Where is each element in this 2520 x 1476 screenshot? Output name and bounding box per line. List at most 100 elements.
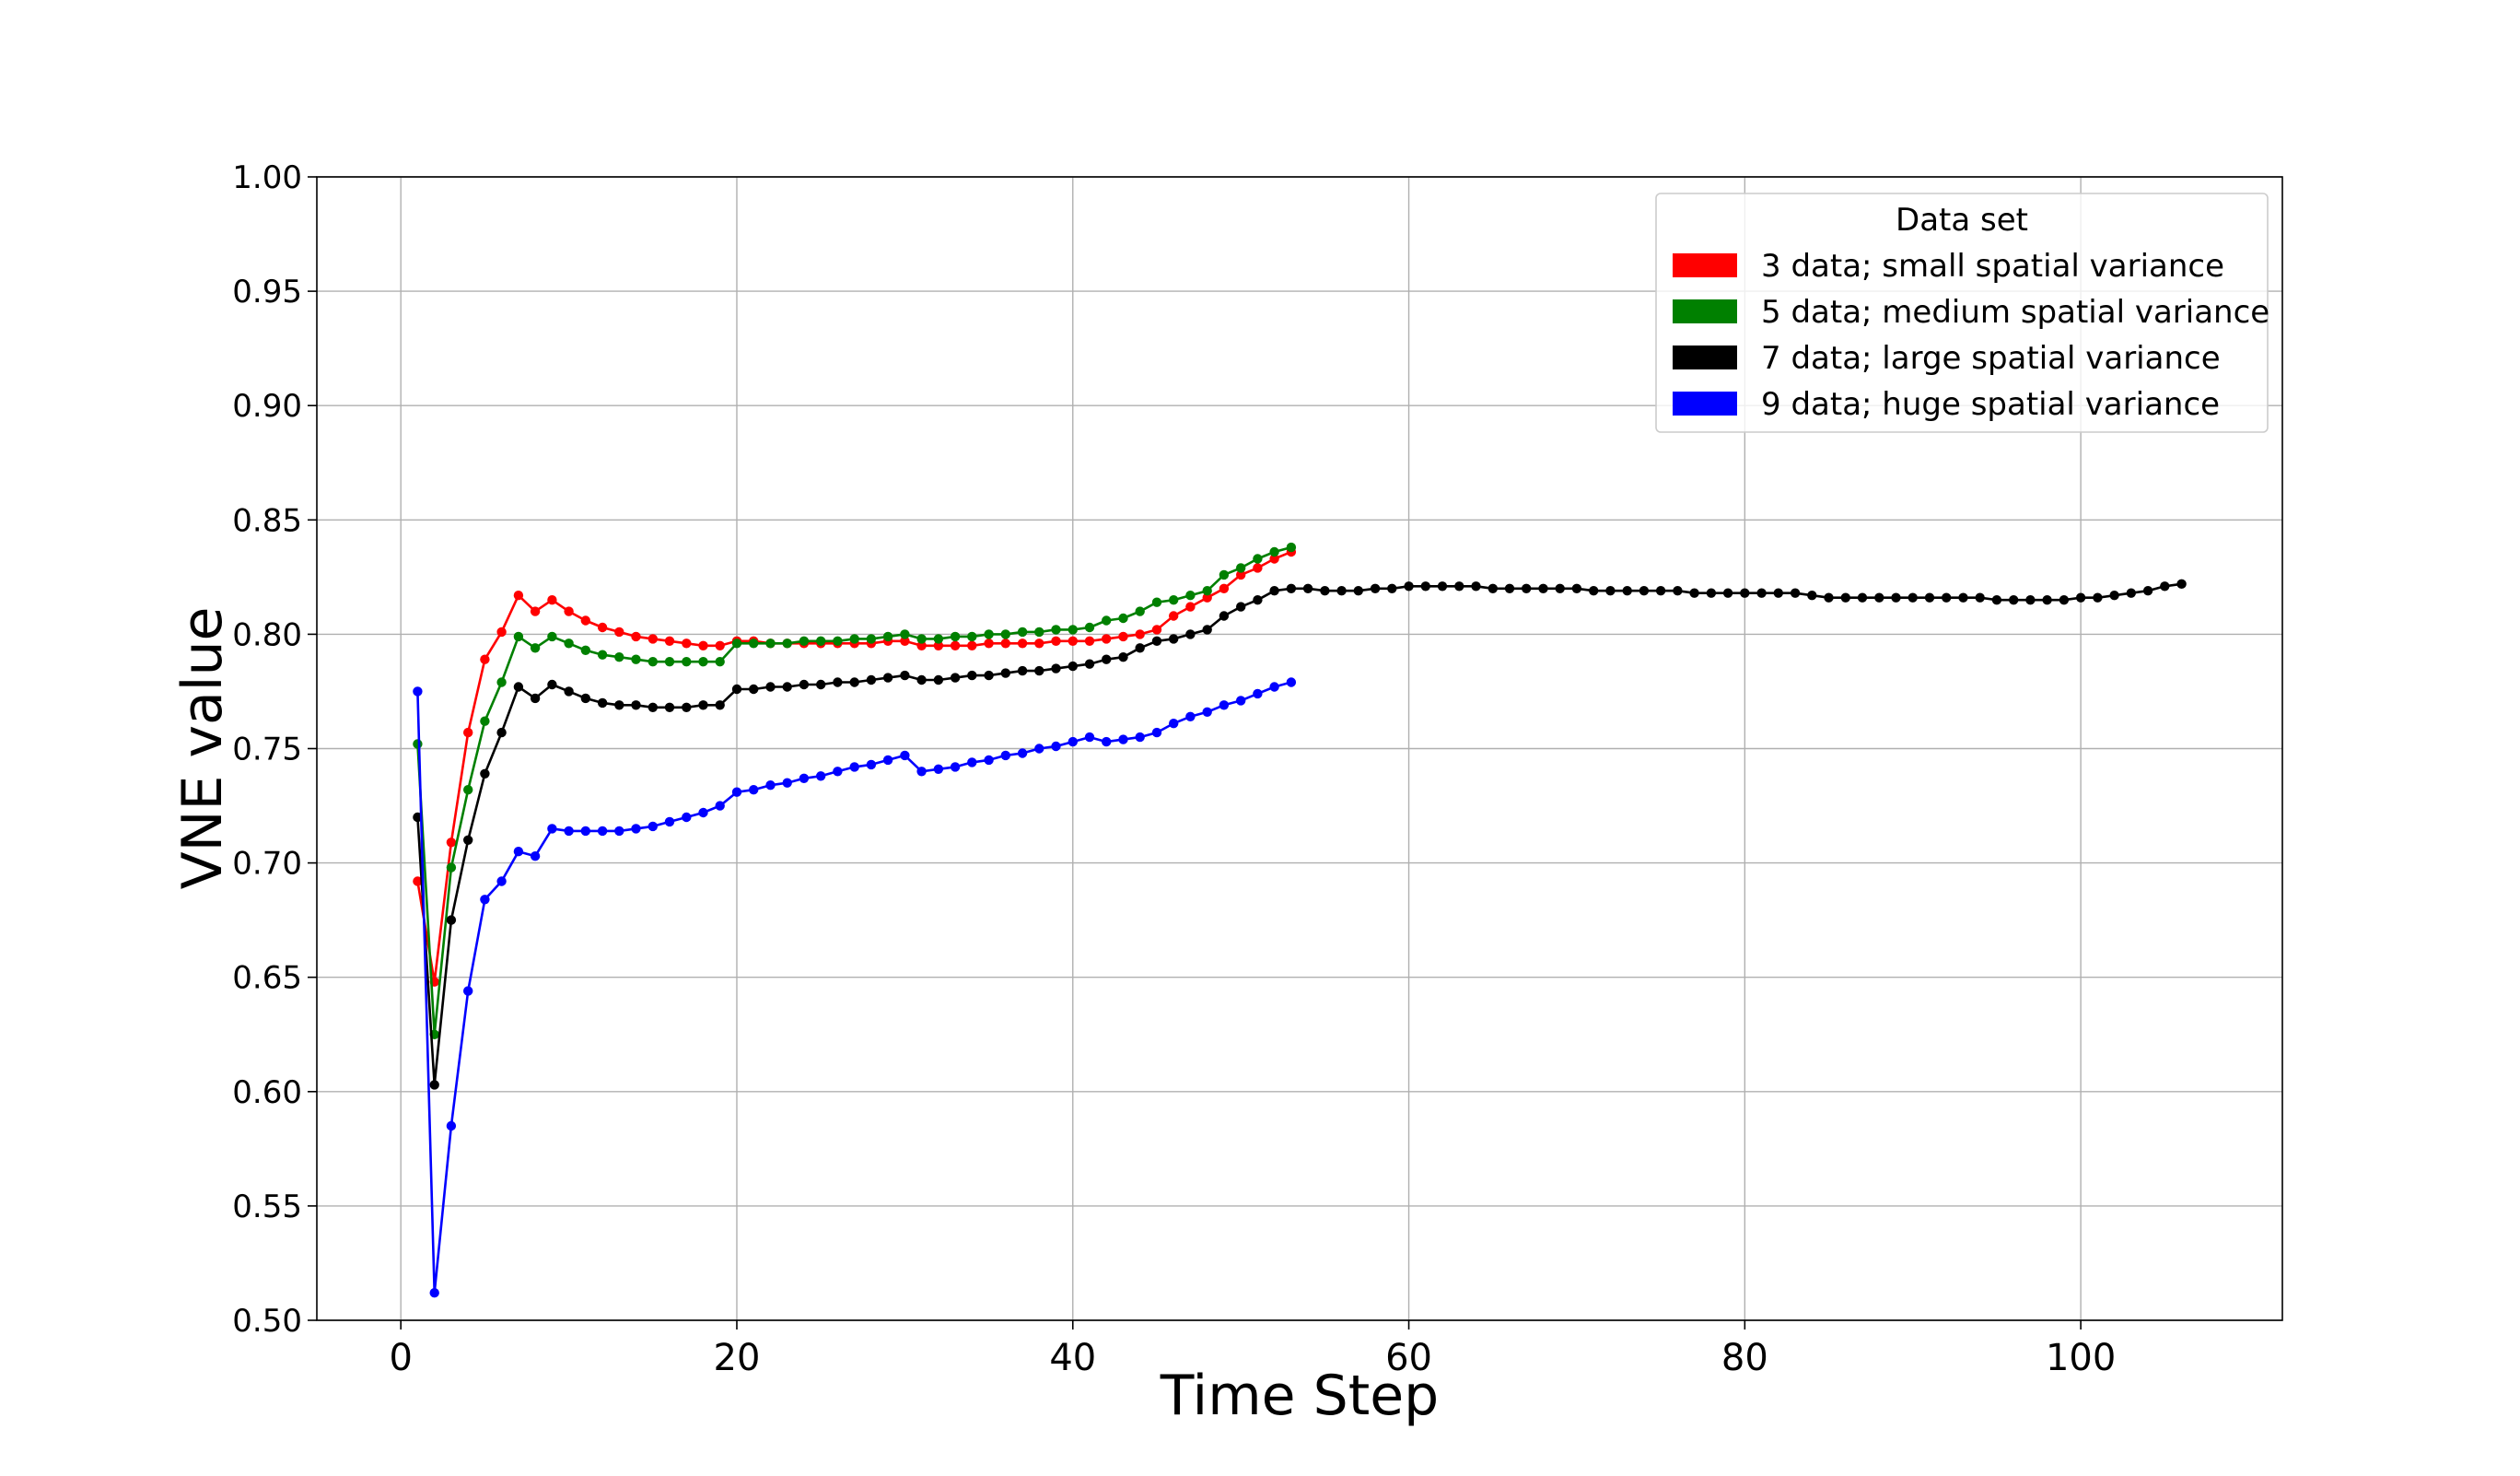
data-point: [1034, 744, 1044, 754]
data-point: [463, 727, 473, 738]
x-tick-label: 80: [1721, 1337, 1768, 1379]
data-point: [833, 636, 843, 646]
data-point: [446, 915, 457, 925]
data-point: [530, 693, 541, 704]
data-point: [1034, 638, 1044, 649]
x-tick-label: 20: [714, 1337, 761, 1379]
legend-label: 3 data; small spatial variance: [1761, 248, 2224, 285]
data-point: [446, 1120, 457, 1131]
data-point: [496, 627, 507, 638]
legend-label: 5 data; medium spatial variance: [1761, 294, 2269, 331]
data-point: [1622, 586, 1632, 596]
data-point: [967, 640, 977, 650]
y-tick-label: 0.55: [232, 1189, 302, 1225]
data-point: [1286, 677, 1297, 687]
x-axis-title: Time Step: [1160, 1364, 1440, 1428]
data-point: [1437, 581, 1448, 592]
data-point: [1151, 727, 1162, 738]
data-point: [866, 759, 877, 770]
data-point: [496, 677, 507, 687]
data-point: [1722, 588, 1733, 598]
legend-entry: 7 data; large spatial variance: [1673, 340, 2221, 377]
data-point: [715, 700, 725, 710]
data-point: [900, 750, 910, 761]
data-point: [1504, 583, 1515, 593]
data-point: [1068, 661, 1079, 672]
x-tick-label: 100: [2046, 1337, 2116, 1379]
legend-box: [1655, 193, 2269, 433]
data-point: [1756, 588, 1767, 598]
data-point: [765, 780, 776, 791]
data-point: [1706, 588, 1717, 598]
data-point: [580, 645, 590, 655]
y-tick-label: 0.65: [232, 960, 302, 997]
data-point: [1102, 634, 1112, 644]
series-2: [413, 542, 1297, 1040]
data-point: [1471, 581, 1481, 592]
data-point: [1891, 592, 1901, 603]
data-point: [782, 682, 792, 692]
data-point: [984, 638, 994, 649]
data-point: [1118, 631, 1128, 642]
data-point: [1169, 719, 1179, 729]
data-point: [933, 764, 944, 774]
data-point: [1219, 611, 1230, 621]
data-point: [496, 727, 507, 738]
legend-entry: 9 data; huge spatial variance: [1673, 386, 2220, 423]
data-point: [984, 755, 994, 766]
legend-swatch: [1673, 346, 1737, 369]
legend-entry: 5 data; medium spatial variance: [1673, 294, 2269, 331]
data-point: [1084, 636, 1095, 646]
data-point: [882, 673, 893, 683]
y-tick-label: 0.85: [232, 502, 302, 539]
data-point: [1336, 586, 1347, 596]
data-point: [2009, 595, 2019, 605]
data-point: [648, 634, 658, 644]
legend: Data set 3 data; small spatial variance 5…: [1655, 193, 2269, 433]
data-point: [480, 654, 490, 664]
data-point: [1202, 592, 1212, 603]
data-point: [866, 634, 877, 644]
series-3: [413, 579, 2187, 1090]
data-point: [833, 677, 843, 687]
data-point: [664, 816, 675, 827]
data-point: [715, 640, 725, 650]
data-point: [749, 638, 759, 649]
y-tick-label: 0.50: [232, 1303, 302, 1340]
legend-swatch: [1673, 299, 1737, 323]
data-point: [1975, 592, 1985, 603]
data-point: [614, 627, 624, 638]
data-point: [1202, 625, 1212, 635]
y-tick-label: 0.60: [232, 1074, 302, 1111]
data-point: [782, 638, 792, 649]
data-point: [698, 657, 708, 667]
data-point: [682, 657, 692, 667]
data-point: [2025, 595, 2036, 605]
data-point: [1169, 595, 1179, 605]
data-point: [1236, 569, 1246, 580]
data-point: [1269, 682, 1279, 692]
data-point: [1017, 748, 1028, 758]
data-point: [1454, 581, 1464, 592]
data-point: [1051, 636, 1061, 646]
data-point: [1522, 583, 1532, 593]
legend-entries: 3 data; small spatial variance 5 data; me…: [1673, 248, 2269, 423]
data-point: [1102, 736, 1112, 747]
data-point: [933, 634, 944, 644]
data-point: [1269, 546, 1279, 557]
data-point: [916, 674, 927, 685]
data-point: [580, 693, 590, 704]
data-point: [547, 631, 557, 642]
data-point: [1135, 732, 1145, 743]
legend-label: 9 data; huge spatial variance: [1761, 386, 2220, 423]
data-point: [1017, 627, 1028, 638]
data-point: [597, 697, 608, 709]
data-point: [799, 773, 810, 783]
data-point: [1051, 741, 1061, 752]
data-point: [1571, 583, 1582, 593]
data-point: [967, 670, 977, 681]
data-point: [1605, 586, 1616, 596]
data-point: [463, 835, 473, 845]
y-tick-label: 0.80: [232, 616, 302, 653]
data-point: [1185, 711, 1196, 721]
